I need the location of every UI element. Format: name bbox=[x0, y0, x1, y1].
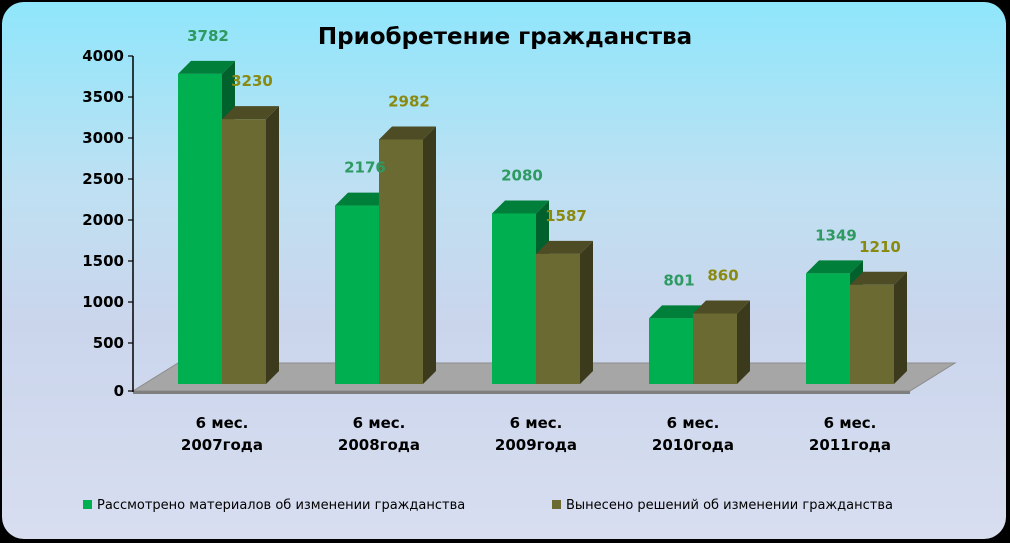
data-label: 1210 bbox=[859, 238, 901, 256]
data-label: 3782 bbox=[187, 27, 229, 45]
bar bbox=[693, 300, 750, 384]
y-tick-label: 2000 bbox=[82, 211, 124, 229]
bar-top bbox=[806, 260, 863, 274]
bar-side bbox=[894, 271, 907, 384]
legend-swatch bbox=[83, 500, 92, 509]
legend-label: Вынесено решений об изменении гражданств… bbox=[566, 498, 893, 513]
y-tick-label: 4000 bbox=[82, 47, 124, 65]
data-label: 801 bbox=[663, 271, 694, 289]
legend: Рассмотрено материалов об изменении граж… bbox=[83, 498, 893, 513]
bar-top bbox=[178, 60, 235, 74]
y-tick-label: 2500 bbox=[82, 170, 124, 188]
bar-top bbox=[850, 271, 907, 285]
bar-top bbox=[693, 300, 750, 314]
data-label: 2982 bbox=[388, 92, 430, 110]
bar bbox=[850, 271, 907, 384]
bar-front bbox=[806, 273, 850, 384]
bar-top bbox=[492, 200, 549, 214]
bar-front bbox=[379, 139, 423, 384]
legend-item: Вынесено решений об изменении гражданств… bbox=[552, 498, 893, 513]
bar-front bbox=[649, 318, 693, 384]
bar-top bbox=[335, 192, 392, 206]
bar bbox=[379, 126, 436, 384]
category-label: 6 мес. 2010года bbox=[652, 414, 734, 454]
bar-front bbox=[178, 73, 222, 384]
data-label: 2176 bbox=[344, 159, 386, 177]
y-tick-label: 1500 bbox=[82, 252, 124, 270]
bar-top bbox=[649, 305, 706, 319]
y-tick-label: 3500 bbox=[82, 88, 124, 106]
bar-top bbox=[536, 240, 593, 254]
y-axis: 0 500 1000 1500 2000 2500 3000 3500 4000 bbox=[82, 47, 134, 400]
y-tick-label: 1000 bbox=[82, 293, 124, 311]
y-tick-label: 0 bbox=[114, 382, 124, 400]
category-label: 6 мес. 2008года bbox=[338, 414, 420, 454]
category-label: 6 мес. 2011года bbox=[809, 414, 891, 454]
data-label: 2080 bbox=[501, 166, 543, 184]
bar-side bbox=[737, 300, 750, 384]
floor-front bbox=[133, 391, 910, 394]
bar-front bbox=[492, 213, 536, 384]
bar-front bbox=[222, 119, 266, 384]
chart-title: Приобретение гражданства bbox=[318, 24, 692, 50]
category-label: 6 мес. 2009года bbox=[495, 414, 577, 454]
bar-front bbox=[850, 284, 894, 384]
legend-item: Рассмотрено материалов об изменении граж… bbox=[83, 498, 465, 513]
bar-top bbox=[379, 126, 436, 140]
legend-swatch bbox=[552, 500, 561, 509]
data-label: 1587 bbox=[545, 207, 587, 225]
x-axis-labels: 6 мес. 2007года 6 мес. 2008года 6 мес. 2009го… bbox=[181, 414, 891, 454]
bar-side bbox=[423, 126, 436, 384]
category-label: 6 мес. 2007года bbox=[181, 414, 263, 454]
bar-front bbox=[335, 205, 379, 384]
bar-front bbox=[536, 253, 580, 384]
data-label: 860 bbox=[707, 266, 738, 284]
bar-front bbox=[693, 313, 737, 384]
data-label: 1349 bbox=[815, 226, 857, 244]
legend-label: Рассмотрено материалов об изменении граж… bbox=[97, 498, 465, 513]
bar-side bbox=[266, 106, 279, 384]
bar bbox=[536, 240, 593, 384]
y-tick-label: 500 bbox=[93, 334, 124, 352]
bar-side bbox=[580, 240, 593, 384]
y-tick-label: 3000 bbox=[82, 129, 124, 147]
bar bbox=[222, 106, 279, 384]
data-label: 3230 bbox=[231, 72, 273, 90]
bars bbox=[178, 60, 907, 384]
bar-top bbox=[222, 106, 279, 120]
